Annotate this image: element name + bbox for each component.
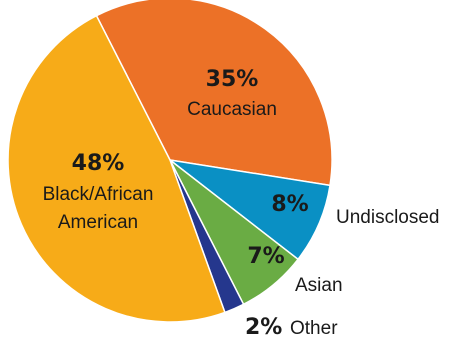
slice-category-label-caucasian: Caucasian <box>187 99 277 120</box>
slice-category-label-undisclosed: Undisclosed <box>336 207 440 228</box>
slice-category-label-asian: Asian <box>295 275 343 296</box>
slice-value-label-other: 2% <box>245 315 282 340</box>
slice-category-label-line-1: Black/African <box>43 184 154 205</box>
slice-value-label-undisclosed: 8% <box>271 192 308 217</box>
slice-value-label-asian: 7% <box>247 244 284 269</box>
slice-category-label-line-2: American <box>58 212 138 233</box>
slice-value-label-caucasian: 35% <box>206 67 259 92</box>
slice-black-african-american <box>7 14 226 323</box>
slice-value-label-black-african-american: 48% <box>72 151 125 176</box>
slice-category-label-other: Other <box>290 318 338 339</box>
slice-caucasian <box>95 0 333 187</box>
